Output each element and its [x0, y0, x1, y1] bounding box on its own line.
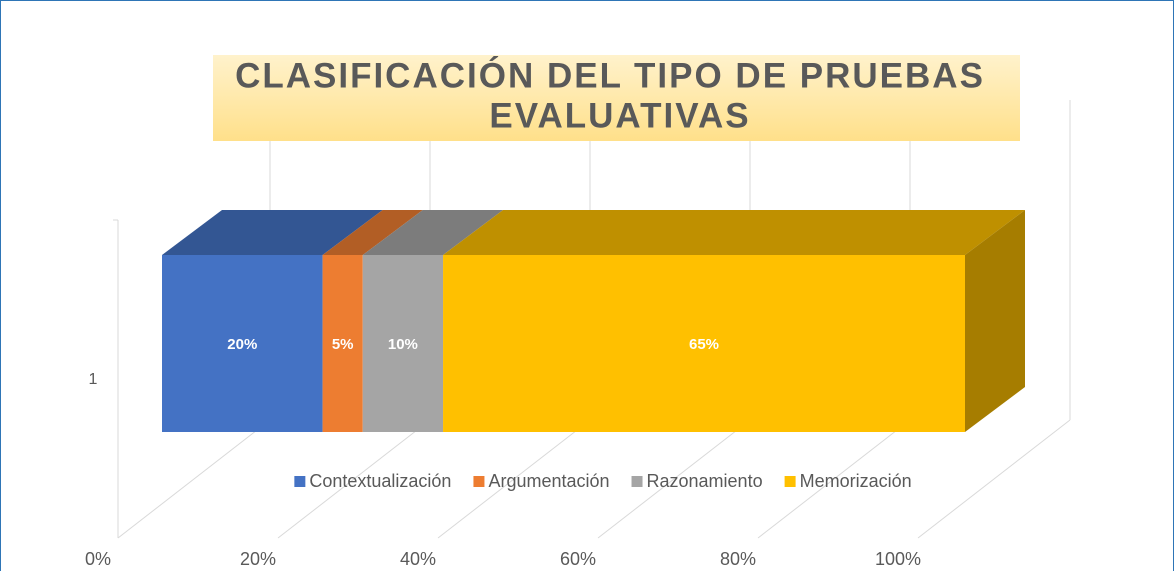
data-label: 5%: [332, 336, 354, 353]
legend-swatch: [294, 476, 306, 487]
title-box: [213, 55, 1020, 141]
bar: [162, 255, 323, 432]
bar: [443, 255, 965, 432]
grid-line: [437, 419, 591, 539]
grid-line: [917, 419, 1071, 539]
x-tick-label: 20%: [240, 549, 276, 569]
grid-line: [757, 419, 911, 539]
legend-swatch: [631, 476, 643, 487]
data-label: 65%: [689, 336, 719, 353]
legend-label: Contextualización: [309, 471, 451, 491]
legend-label: Razonamiento: [647, 471, 763, 491]
chart-title: EVALUATIVAS: [489, 96, 750, 135]
grid-line: [117, 419, 271, 539]
legend-label: Argumentación: [488, 471, 609, 491]
legend-label: Memorización: [800, 471, 912, 491]
y-tick-label: 1: [89, 371, 98, 388]
bar: [322, 255, 363, 432]
x-tick-label: 40%: [400, 549, 436, 569]
bar-top: [443, 210, 1025, 255]
bar-top: [362, 210, 504, 255]
bar: [362, 255, 444, 432]
chart-title: CLASIFICACIÓN DEL TIPO DE PRUEBAS: [235, 55, 985, 95]
x-tick-label: 0%: [85, 549, 111, 569]
data-label: 20%: [227, 336, 257, 353]
x-tick-label: 60%: [560, 549, 596, 569]
bar-top: [162, 210, 383, 255]
legend-swatch: [473, 476, 485, 487]
data-label: 10%: [388, 336, 418, 353]
bar-side: [965, 210, 1025, 432]
legend-swatch: [784, 476, 796, 487]
bar-top: [322, 210, 423, 255]
grid-line: [277, 419, 431, 539]
grid-line: [597, 419, 751, 539]
x-tick-label: 80%: [720, 549, 756, 569]
x-tick-label: 100%: [875, 549, 921, 569]
